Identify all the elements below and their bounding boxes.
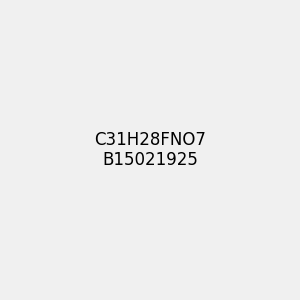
- Text: C31H28FNO7
B15021925: C31H28FNO7 B15021925: [94, 130, 206, 170]
